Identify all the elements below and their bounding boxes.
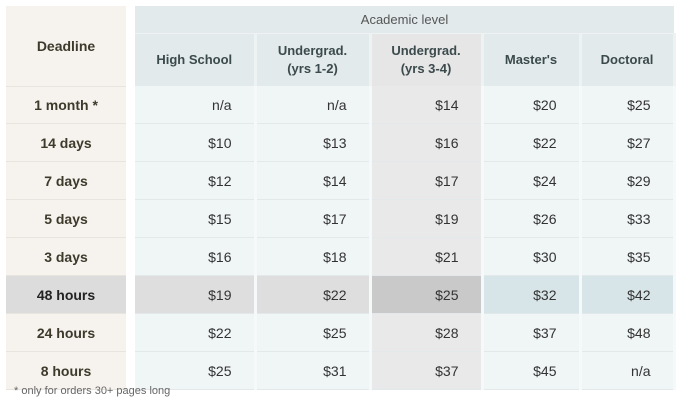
deadline-cell: 14 days xyxy=(6,123,126,162)
table-row: 5 days $15 $17 $19 $26 $33 xyxy=(6,199,676,238)
pricing-table: Deadline Academic level High School Under… xyxy=(6,6,676,390)
price-cell: n/a xyxy=(135,86,257,124)
table-row: 14 days $10 $13 $16 $22 $27 xyxy=(6,123,676,162)
price-cell: $19 xyxy=(370,199,484,238)
price-cell: $17 xyxy=(255,199,372,238)
price-cell: $19 xyxy=(135,275,257,314)
table-row: 3 days $16 $18 $21 $30 $35 xyxy=(6,237,676,276)
price-cell: $22 xyxy=(255,275,372,314)
price-cell: $31 xyxy=(255,351,372,390)
academic-level-header: Academic level xyxy=(135,6,674,34)
deadline-cell: 24 hours xyxy=(6,313,126,352)
deadline-cell: 1 month * xyxy=(6,86,126,124)
price-cell: $30 xyxy=(482,237,582,276)
level-header: Master's xyxy=(482,33,582,86)
price-cell: $22 xyxy=(135,313,257,352)
price-cell: $21 xyxy=(370,237,484,276)
price-cell: $25 xyxy=(370,275,484,314)
price-cell: $15 xyxy=(135,199,257,238)
price-cell: $45 xyxy=(482,351,582,390)
price-cell: $35 xyxy=(580,237,676,276)
price-cell: n/a xyxy=(580,351,676,390)
price-cell: $18 xyxy=(255,237,372,276)
price-cell: $14 xyxy=(370,86,484,124)
price-cell: $27 xyxy=(580,123,676,162)
deadline-cell: 7 days xyxy=(6,161,126,200)
price-cell: $37 xyxy=(482,313,582,352)
deadline-header: Deadline xyxy=(6,6,126,87)
price-cell: $25 xyxy=(255,313,372,352)
price-cell: $22 xyxy=(482,123,582,162)
table-row: 8 hours $25 $31 $37 $45 n/a xyxy=(6,351,676,390)
price-cell: n/a xyxy=(255,86,372,124)
deadline-cell: 5 days xyxy=(6,199,126,238)
table-row: 1 month * n/a n/a $14 $20 $25 xyxy=(6,86,676,124)
price-cell: $25 xyxy=(135,351,257,390)
price-cell: $48 xyxy=(580,313,676,352)
price-cell: $20 xyxy=(482,86,582,124)
price-cell: $10 xyxy=(135,123,257,162)
price-cell: $14 xyxy=(255,161,372,200)
price-cell: $16 xyxy=(135,237,257,276)
price-cell: $13 xyxy=(255,123,372,162)
deadline-cell: 3 days xyxy=(6,237,126,276)
price-cell: $12 xyxy=(135,161,257,200)
price-cell: $17 xyxy=(370,161,484,200)
price-cell: $42 xyxy=(580,275,676,314)
table-row: 24 hours $22 $25 $28 $37 $48 xyxy=(6,313,676,352)
price-cell: $16 xyxy=(370,123,484,162)
price-cell: $26 xyxy=(482,199,582,238)
level-header: Undergrad. (yrs 3-4) xyxy=(370,33,484,86)
price-cell: $33 xyxy=(580,199,676,238)
level-header: Undergrad. (yrs 1-2) xyxy=(255,33,372,86)
price-cell: $25 xyxy=(580,86,676,124)
table-row: 48 hours $19 $22 $25 $32 $42 xyxy=(6,275,676,314)
price-cell: $28 xyxy=(370,313,484,352)
price-cell: $24 xyxy=(482,161,582,200)
footnote: * only for orders 30+ pages long xyxy=(14,385,171,397)
level-header: Doctoral xyxy=(580,33,676,86)
price-cell: $32 xyxy=(482,275,582,314)
deadline-cell: 48 hours xyxy=(6,275,126,314)
deadline-cell: 8 hours xyxy=(6,351,126,390)
table-row: 7 days $12 $14 $17 $24 $29 xyxy=(6,161,676,200)
price-cell: $37 xyxy=(370,351,484,390)
price-cell: $29 xyxy=(580,161,676,200)
level-header: High School xyxy=(135,33,257,86)
